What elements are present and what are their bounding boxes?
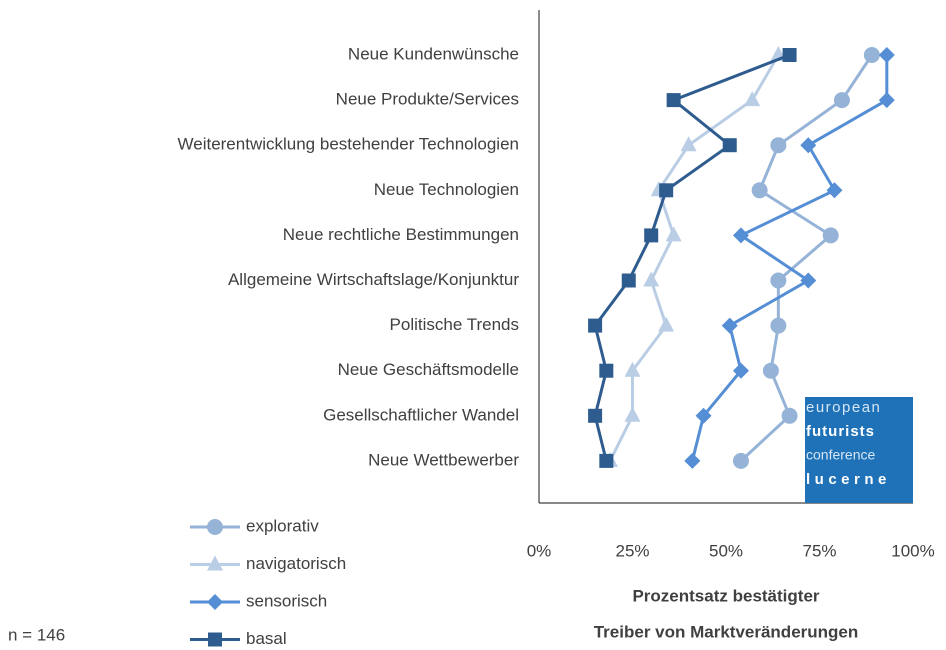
x-tick-label: 0% — [527, 541, 552, 560]
x-tick-label: 100% — [891, 541, 934, 560]
x-axis-label: Prozentsatz bestätigter — [632, 586, 819, 605]
y-tick-label: Neue Geschäftsmodelle — [338, 360, 519, 379]
data-point — [800, 137, 817, 154]
data-point — [751, 182, 768, 199]
data-point — [658, 316, 675, 332]
x-axis-label: Treiber von Marktveränderungen — [594, 622, 859, 641]
y-tick-label: Neue Wettbewerber — [368, 450, 519, 469]
data-point — [826, 182, 843, 199]
data-point — [770, 317, 787, 334]
data-point — [781, 407, 798, 424]
data-point — [762, 362, 779, 379]
data-point — [863, 47, 880, 63]
data-point — [770, 272, 787, 289]
series-line — [690, 55, 889, 462]
legend-marker — [208, 632, 222, 647]
data-point — [732, 362, 749, 379]
data-point — [599, 453, 614, 468]
data-point — [722, 138, 737, 153]
data-point — [878, 47, 895, 63]
data-point — [621, 273, 636, 288]
legend-marker — [207, 519, 223, 535]
data-point — [770, 137, 787, 154]
y-tick-label: Neue Produkte/Services — [336, 90, 519, 109]
y-tick-label: Neue Technologien — [374, 180, 519, 199]
series-line — [593, 53, 791, 462]
data-point — [644, 228, 659, 243]
logo-text: lucerne — [806, 471, 891, 488]
y-tick-label: Allgemeine Wirtschaftslage/Konjunktur — [228, 270, 519, 289]
legend-label: sensorisch — [246, 591, 327, 610]
data-point — [665, 226, 682, 242]
y-tick-label: Gesellschaftlicher Wandel — [323, 405, 519, 424]
x-tick-label: 75% — [802, 541, 836, 560]
data-point — [732, 227, 749, 244]
data-point — [744, 91, 761, 107]
legend-label: explorativ — [246, 516, 319, 535]
data-point — [822, 227, 839, 244]
data-point — [833, 92, 850, 109]
data-point — [666, 93, 681, 108]
data-point — [643, 271, 660, 287]
data-point — [599, 363, 614, 378]
x-tick-label: 25% — [615, 541, 649, 560]
legend-marker — [207, 594, 223, 610]
logo-box — [805, 397, 913, 503]
y-tick-label: Politische Trends — [390, 315, 519, 334]
y-tick-label: Neue Kundenwünsche — [348, 44, 519, 63]
legend-label: navigatorisch — [246, 554, 346, 573]
data-point — [588, 408, 603, 423]
logo-text: futurists — [806, 423, 875, 440]
data-point — [782, 48, 797, 62]
note: n = 146 — [8, 625, 65, 644]
logo-text: conference — [806, 447, 875, 463]
x-tick-label: 50% — [709, 541, 743, 560]
series-line — [608, 54, 780, 462]
data-point — [695, 407, 712, 424]
data-point — [878, 92, 895, 109]
series-line — [739, 54, 874, 462]
logo-text: european — [806, 399, 881, 416]
y-tick-label: Weiterentwicklung bestehender Technologi… — [178, 135, 520, 154]
legend-marker — [207, 555, 223, 571]
data-point — [800, 272, 817, 289]
data-point — [684, 452, 701, 469]
data-point — [624, 361, 641, 377]
data-point — [721, 317, 738, 334]
data-point — [659, 183, 674, 198]
legend-label: basal — [246, 629, 287, 648]
data-point — [732, 452, 749, 469]
data-point — [588, 318, 603, 333]
y-tick-label: Neue rechtliche Bestimmungen — [283, 225, 519, 244]
data-point — [624, 406, 641, 422]
data-point — [680, 136, 697, 152]
